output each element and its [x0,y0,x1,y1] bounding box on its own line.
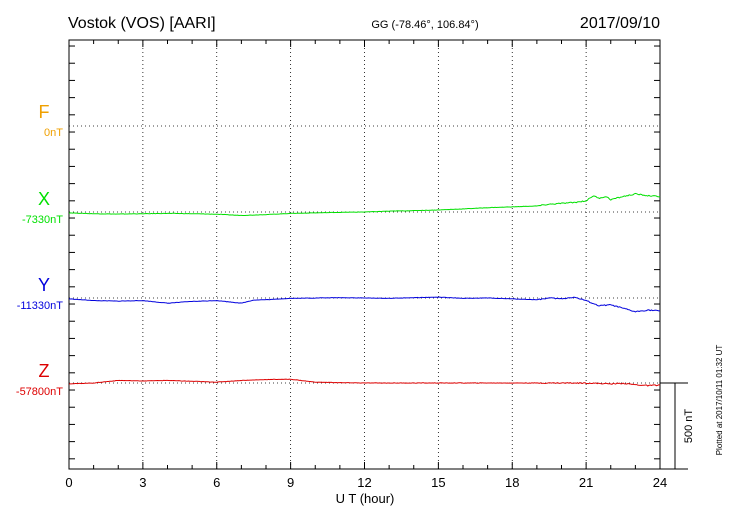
coordinates-label: GG (-78.46°, 106.84°) [371,19,478,31]
grid-lines [69,40,660,469]
channel-label-Y: Y [38,275,50,295]
x-tick-label-3: 3 [139,475,146,490]
station-title: Vostok (VOS) [AARI] [68,15,216,32]
x-tick-label-24: 24 [653,475,667,490]
axis-ticks [68,40,661,469]
scale-bar: 500 nT [660,382,695,470]
series-line-Y [68,296,660,313]
plotted-at-note: Plotted at 2017/10/11 01:32 UT [715,345,724,456]
series-line-X [68,192,661,217]
x-tick-label-6: 6 [213,475,220,490]
x-tick-label-0: 0 [65,475,72,490]
baseline-label-X: -7330nT [22,214,63,226]
x-tick-label-12: 12 [357,475,371,490]
baseline-label-F: 0nT [44,127,63,139]
channel-labels: F 0nT X -7330nT Y -11330nT Z -57800nT [16,102,63,398]
channel-label-X: X [38,189,50,209]
baseline-label-Y: -11330nT [17,300,64,312]
date-label: 2017/09/10 [580,15,660,32]
x-tick-label-18: 18 [505,475,519,490]
channel-label-F: F [39,102,50,122]
series-line-Z [68,378,661,387]
x-tick-label-9: 9 [287,475,294,490]
x-tick-labels: 0 3 6 9 12 15 18 21 24 [65,475,667,490]
channel-label-Z: Z [39,361,50,381]
x-tick-label-15: 15 [431,475,445,490]
scale-bar-label: 500 nT [683,409,695,444]
baseline-label-Z: -57800nT [16,386,63,398]
x-axis-label: U T (hour) [336,491,395,506]
series-lines [68,192,661,387]
x-tick-label-21: 21 [579,475,593,490]
